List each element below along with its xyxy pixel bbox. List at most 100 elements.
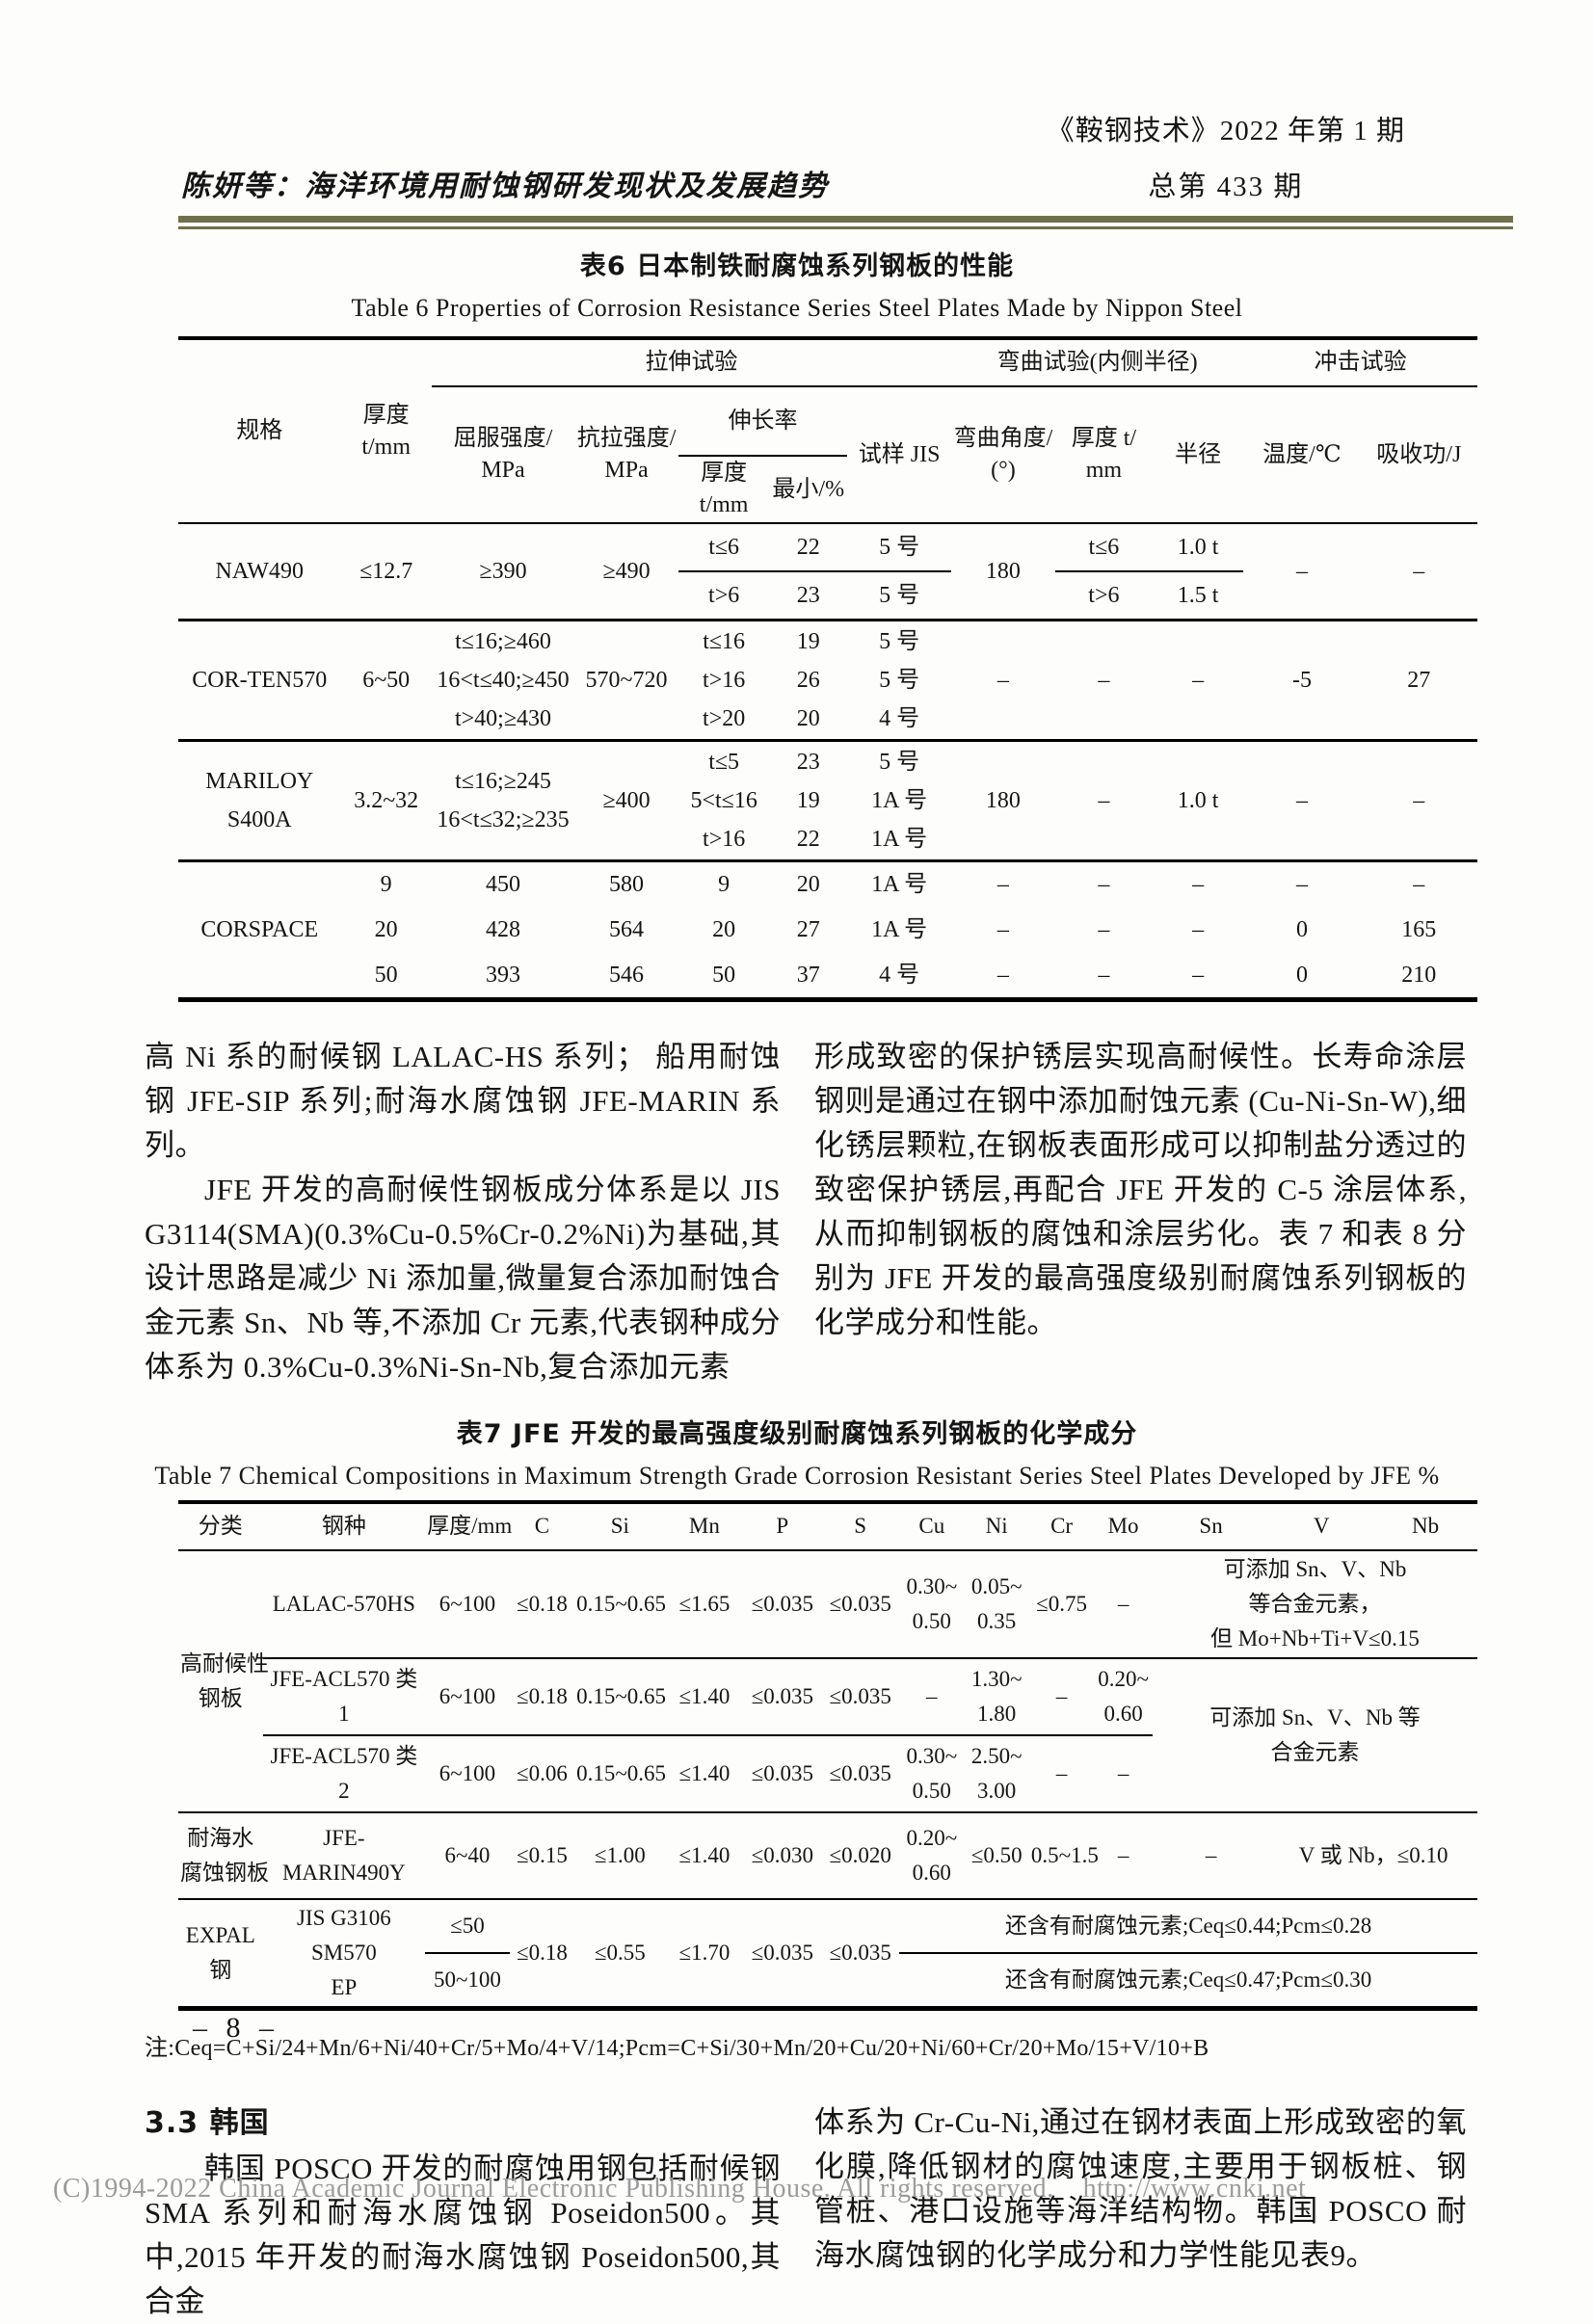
table-cell: 2.50~ 3.00 bbox=[964, 1734, 1029, 1813]
table-cell: 546 bbox=[609, 962, 645, 988]
table-cell: 0.30~ 0.50 bbox=[899, 1549, 965, 1659]
table-cell: ≤50 bbox=[425, 1898, 510, 1955]
table-header-cell: 厚度/mm bbox=[425, 1501, 512, 1551]
data-table: 分类 钢种 厚度/mm C Si Mn P S Cu Ni Cr Mo Sn V Nb 高耐候性 钢板 LALA… bbox=[178, 1499, 1477, 2011]
table-cell: ≤1.00 bbox=[574, 1811, 666, 1900]
header-rule-thick bbox=[178, 216, 1513, 223]
table-cell: 393 bbox=[485, 962, 520, 988]
table-cell: 可添加 Sn、V、Nb 等 合金元素 bbox=[1152, 1657, 1477, 1813]
table-cell: 50 bbox=[374, 962, 398, 988]
table6-caption-zh: 表6 日本制铁耐腐蚀系列钢板的性能 bbox=[579, 251, 1015, 281]
table-cell: 570~720 bbox=[574, 620, 678, 742]
table7-caption-en: Table 7 Chemical Compositions in Maximum… bbox=[154, 1461, 1440, 1490]
table-cell: 6~100 bbox=[425, 1549, 510, 1659]
running-head: 陈妍等：海洋环境用耐蚀钢研发现状及发展趋势 《鞍钢技术》2022 年第 1 期 … bbox=[0, 0, 1594, 216]
section-3-3: 3.3 韩国 韩国 POSCO 开发的耐腐蚀用钢包括耐候钢 SMA 系列和耐海水… bbox=[145, 2100, 1467, 2324]
table-cell: 还含有耐腐蚀元素;Ceq≤0.44;Pcm≤0.28 bbox=[899, 1898, 1477, 1955]
table-header-cell: S bbox=[821, 1501, 900, 1551]
table-cell: ≤0.18 bbox=[516, 1940, 568, 1965]
text-column-left: 3.3 韩国 韩国 POSCO 开发的耐腐蚀用钢包括耐候钢 SMA 系列和耐海水… bbox=[145, 2100, 781, 2324]
table-cell: – bbox=[1098, 917, 1110, 942]
table-cell: 9 bbox=[380, 871, 392, 897]
header-rule-band bbox=[178, 216, 1513, 229]
table-cell: ≤0.75 bbox=[1028, 1549, 1095, 1659]
table-cell: JFE-ACL570 类 2 bbox=[262, 1734, 426, 1813]
table-cell: 1.0 t bbox=[1152, 740, 1244, 862]
table-cell: – bbox=[1098, 871, 1110, 897]
table-cell: -5 bbox=[1243, 620, 1361, 742]
table-cell: – bbox=[1028, 1657, 1095, 1736]
table-cell: 27 bbox=[1360, 620, 1477, 742]
header-rule-thin bbox=[178, 226, 1513, 229]
table-cell: 20 bbox=[712, 917, 736, 942]
table6-properties: 规格 厚度 t/mm 拉伸试验 弯曲试验(内侧半径) 冲击试验 屈服强度/ MPa 抗拉强度… bbox=[178, 336, 1477, 1002]
table-header-cell: Cu bbox=[899, 1501, 965, 1551]
table-cell: t>6 bbox=[677, 571, 770, 621]
table-cell: 还含有耐腐蚀元素;Ceq≤0.47;Pcm≤0.30 bbox=[1004, 1967, 1372, 1992]
table-cell: – bbox=[996, 962, 1009, 988]
table-cell: 0.15~0.65 bbox=[574, 1549, 666, 1659]
table-cell: – bbox=[1360, 523, 1477, 621]
table-cell: 23 19 22 bbox=[769, 740, 848, 862]
table-cell: EXPAL 钢 bbox=[185, 1922, 255, 1982]
table-cell: – bbox=[1054, 740, 1153, 862]
table-cell: – bbox=[951, 620, 1055, 742]
table-cell: ≤0.030 bbox=[743, 1811, 822, 1900]
table-cell: 210 bbox=[1401, 962, 1437, 988]
table-cell: – bbox=[899, 1657, 965, 1736]
table-cell: – bbox=[1094, 1811, 1153, 1900]
table-cell: ≤0.020 bbox=[821, 1811, 900, 1900]
table-header-cell: 温度/℃ bbox=[1243, 386, 1361, 524]
table-cell: MARILOY S400A bbox=[178, 740, 341, 862]
table-cell: 高耐候性 钢板 bbox=[178, 1549, 269, 1813]
table-cell: – bbox=[1054, 620, 1153, 742]
table-cell: 6~40 bbox=[425, 1811, 510, 1900]
table-cell: 20 bbox=[796, 871, 820, 897]
table-cell: 6~100 bbox=[425, 1734, 510, 1813]
table-cell: JFE-MARIN490Y bbox=[262, 1811, 426, 1900]
table-cell: – bbox=[1192, 962, 1205, 988]
table-cell: – bbox=[996, 871, 1009, 897]
table-cell: ≤0.035 bbox=[821, 1657, 900, 1736]
table-cell: 5 号 bbox=[847, 523, 952, 572]
table-cell: 22 bbox=[769, 523, 848, 572]
table-header-cell: 拉伸试验 bbox=[431, 338, 952, 387]
table-cell: – bbox=[1094, 1734, 1153, 1813]
table-cell: 23 bbox=[769, 571, 848, 621]
table-cell: – bbox=[1413, 871, 1425, 897]
table-cell: 50~100 bbox=[433, 1967, 501, 1992]
table-header-cell: 钢种 bbox=[262, 1501, 426, 1551]
table-cell: – bbox=[1295, 871, 1308, 897]
table-cell: 0 bbox=[1295, 917, 1308, 942]
table-cell: 0.05~ 0.35 bbox=[964, 1549, 1029, 1659]
table-cell: – bbox=[1152, 1811, 1270, 1900]
journal-volume-line: 总第 433 期 bbox=[1148, 172, 1304, 202]
table-header-cell: C bbox=[509, 1501, 575, 1551]
table-cell: t≤6 bbox=[677, 523, 770, 572]
table-header-cell: V bbox=[1269, 1501, 1374, 1551]
table-header-cell: 吸收功/J bbox=[1360, 386, 1477, 524]
table-header-cell: Nb bbox=[1373, 1501, 1477, 1551]
running-head-author-title: 陈妍等：海洋环境用耐蚀钢研发现状及发展趋势 bbox=[181, 171, 829, 202]
table-cell: ≤0.035 bbox=[829, 1940, 891, 1965]
table-cell: 20 bbox=[374, 917, 398, 942]
table-header-cell: 弯曲角度/ (°) bbox=[951, 386, 1055, 524]
table-header-cell: 弯曲试验(内侧半径) bbox=[951, 338, 1244, 387]
table-header-cell: 试样 JIS bbox=[847, 386, 952, 524]
table-cell: t≤16 t>16 t>20 bbox=[677, 620, 770, 742]
table-header-cell: P bbox=[743, 1501, 822, 1551]
table-header-cell: Cr bbox=[1028, 1501, 1095, 1551]
table-cell: ≤1.70 bbox=[678, 1940, 731, 1965]
table-cell: 1A 号 bbox=[871, 871, 928, 897]
table-cell: 19 26 20 bbox=[769, 620, 848, 742]
table-cell: 450 bbox=[485, 871, 520, 897]
table-header-cell: 最小/% bbox=[769, 456, 848, 524]
table-cell: 1.5 t bbox=[1152, 571, 1244, 621]
table-header-cell: Si bbox=[574, 1501, 666, 1551]
paragraph: JFE 开发的高耐候性钢板成分体系是以 JIS G3114(SMA)(0.3%C… bbox=[145, 1172, 781, 1384]
table-cell: 0.20~ 0.60 bbox=[1094, 1657, 1153, 1736]
table-cell: ≤0.55 bbox=[594, 1940, 646, 1965]
table-cell: ≤0.15 bbox=[509, 1811, 575, 1900]
table-cell: – bbox=[1243, 523, 1361, 621]
